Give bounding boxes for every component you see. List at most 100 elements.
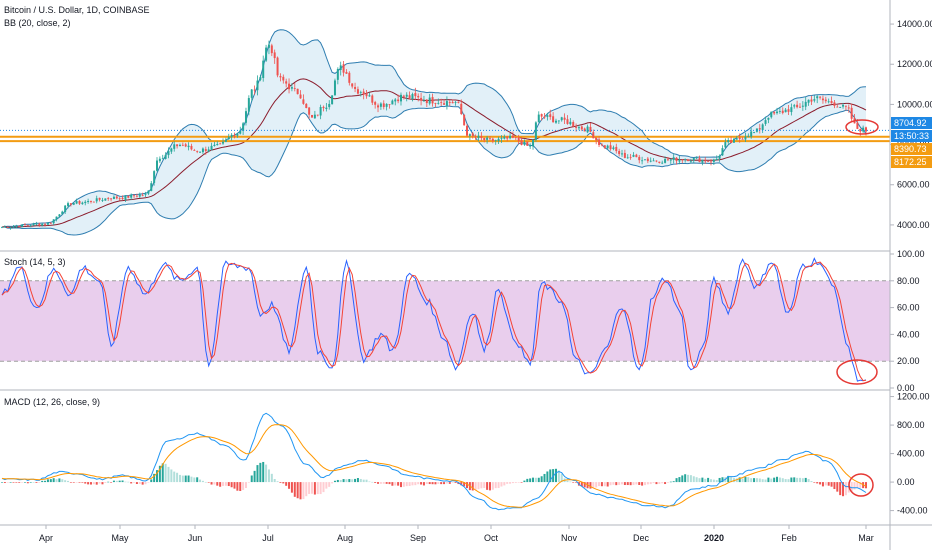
candle-body[interactable] — [233, 135, 236, 137]
candle-body[interactable] — [781, 110, 784, 113]
candle-body[interactable] — [405, 94, 408, 97]
candle-body[interactable] — [560, 117, 563, 121]
candle-body[interactable] — [666, 159, 669, 161]
candle-body[interactable] — [256, 80, 259, 91]
candle-body[interactable] — [468, 134, 471, 136]
candle-body[interactable] — [121, 197, 124, 200]
candle-body[interactable] — [49, 222, 52, 224]
candle-body[interactable] — [87, 200, 90, 203]
candle-body[interactable] — [750, 131, 753, 137]
candle-body[interactable] — [273, 52, 276, 59]
candle-body[interactable] — [483, 137, 486, 141]
candle-body[interactable] — [603, 145, 606, 149]
candle-body[interactable] — [296, 88, 299, 95]
candle-body[interactable] — [448, 102, 451, 103]
candle-body[interactable] — [778, 111, 781, 112]
candle-body[interactable] — [819, 96, 822, 98]
candle-body[interactable] — [443, 103, 446, 105]
candle-body[interactable] — [821, 98, 824, 101]
candle-body[interactable] — [138, 194, 141, 197]
candle-body[interactable] — [635, 154, 638, 158]
candle-body[interactable] — [23, 224, 26, 226]
candle-body[interactable] — [75, 201, 78, 204]
candle-body[interactable] — [557, 120, 560, 122]
candle-body[interactable] — [847, 107, 850, 109]
candle-body[interactable] — [124, 195, 127, 200]
candle-body[interactable] — [244, 111, 247, 123]
candle-body[interactable] — [411, 94, 414, 99]
candle-body[interactable] — [801, 105, 804, 107]
candle-body[interactable] — [735, 138, 738, 140]
candle-body[interactable] — [824, 99, 827, 102]
candle-body[interactable] — [311, 115, 314, 118]
candle-body[interactable] — [216, 143, 219, 146]
candle-body[interactable] — [199, 151, 202, 153]
candle-body[interactable] — [595, 137, 598, 141]
candle-body[interactable] — [362, 91, 365, 95]
candle-body[interactable] — [517, 137, 520, 141]
candle-body[interactable] — [704, 160, 707, 162]
candle-body[interactable] — [336, 69, 339, 80]
candle-body[interactable] — [623, 152, 626, 158]
candle-body[interactable] — [299, 94, 302, 99]
candle-body[interactable] — [621, 153, 624, 155]
candle-body[interactable] — [549, 114, 552, 118]
candle-body[interactable] — [844, 105, 847, 107]
candle-body[interactable] — [626, 157, 629, 159]
candle-body[interactable] — [629, 156, 632, 158]
candle-body[interactable] — [566, 119, 569, 124]
candle-body[interactable] — [204, 149, 207, 152]
candle-body[interactable] — [618, 150, 621, 155]
candle-body[interactable] — [612, 147, 615, 150]
candle-body[interactable] — [72, 203, 75, 205]
candle-body[interactable] — [761, 124, 764, 130]
candle-body[interactable] — [397, 99, 400, 102]
macd-axis[interactable]: -400.00 0.00 400.00 800.00 1200.00 — [890, 392, 930, 516]
time-axis[interactable]: Apr May Jun Jul Aug Sep Oct Nov Dec 2020 Feb Mar — [39, 525, 874, 543]
candle-body[interactable] — [95, 198, 98, 202]
candle-body[interactable] — [684, 159, 687, 161]
candle-body[interactable] — [738, 137, 741, 139]
candle-body[interactable] — [572, 122, 575, 127]
candle-body[interactable] — [150, 183, 153, 191]
candle-body[interactable] — [193, 150, 196, 151]
candle-body[interactable] — [6, 226, 9, 228]
candle-body[interactable] — [84, 201, 87, 204]
candle-body[interactable] — [285, 81, 288, 84]
candle-body[interactable] — [526, 141, 529, 146]
candle-body[interactable] — [724, 142, 727, 148]
candle-body[interactable] — [331, 95, 334, 105]
stoch-legend[interactable]: Stoch (14, 5, 3) — [4, 257, 66, 267]
candle-body[interactable] — [133, 195, 136, 197]
candle-body[interactable] — [741, 138, 744, 140]
candle-body[interactable] — [69, 203, 72, 205]
candle-body[interactable] — [833, 102, 836, 106]
candle-body[interactable] — [135, 195, 138, 197]
candle-body[interactable] — [333, 80, 336, 96]
candle-body[interactable] — [227, 137, 230, 140]
candle-body[interactable] — [428, 97, 431, 104]
candle-body[interactable] — [770, 111, 773, 118]
candle-body[interactable] — [850, 107, 853, 119]
candle-body[interactable] — [356, 89, 359, 94]
candle-body[interactable] — [293, 88, 296, 89]
candle-body[interactable] — [242, 123, 245, 131]
candle-body[interactable] — [385, 103, 388, 107]
candle-body[interactable] — [302, 99, 305, 104]
candle-body[interactable] — [437, 102, 440, 104]
candle-body[interactable] — [425, 99, 428, 104]
candle-body[interactable] — [664, 159, 667, 163]
candle-body[interactable] — [787, 109, 790, 112]
candle-body[interactable] — [646, 158, 649, 162]
candle-body[interactable] — [250, 89, 253, 98]
candle-body[interactable] — [374, 102, 377, 105]
candle-body[interactable] — [798, 106, 801, 108]
candle-body[interactable] — [753, 131, 756, 133]
candle-body[interactable] — [359, 91, 362, 93]
candle-body[interactable] — [776, 111, 779, 114]
candle-body[interactable] — [546, 115, 549, 117]
candle-body[interactable] — [715, 158, 718, 161]
candle-body[interactable] — [718, 155, 721, 159]
candle-body[interactable] — [810, 99, 813, 102]
